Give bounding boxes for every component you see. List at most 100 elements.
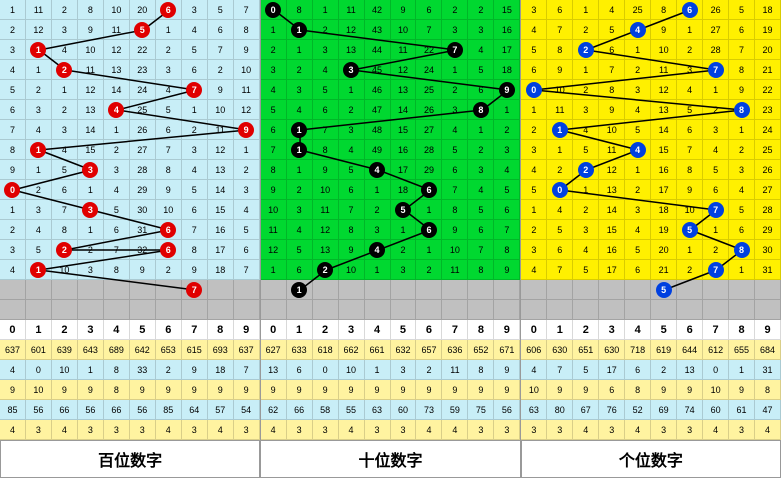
cell: 4 xyxy=(339,140,365,160)
stat-row: 9999999999 xyxy=(261,380,521,400)
cell: 46 xyxy=(365,80,391,100)
cell: 3 xyxy=(729,160,755,180)
cell: 2 xyxy=(78,240,104,260)
stat-cell: 9 xyxy=(494,360,520,380)
cell: 12 xyxy=(391,60,417,80)
panel-ones: 3614258626518472549127619582611022872069… xyxy=(521,0,781,440)
cell: 7 xyxy=(261,140,287,160)
header-row: 0123456789 xyxy=(521,320,781,340)
cell: 1 xyxy=(0,200,26,220)
cell: 4 xyxy=(442,120,468,140)
cell xyxy=(729,300,755,320)
cell: 3 xyxy=(521,240,547,260)
stat-cell: 3 xyxy=(677,420,703,440)
ball: 6 xyxy=(421,222,437,238)
cell: 7 xyxy=(442,40,468,60)
cell: 6 xyxy=(156,120,182,140)
cell: 6 xyxy=(442,160,468,180)
cell: 6 xyxy=(156,240,182,260)
stat-row: 637601639643689642653615693637 xyxy=(0,340,260,360)
cell: 7 xyxy=(547,20,573,40)
cell xyxy=(521,300,547,320)
cell: 2 xyxy=(521,120,547,140)
cell: 10 xyxy=(313,180,339,200)
cell xyxy=(468,280,494,300)
stat-cell: 9 xyxy=(234,380,260,400)
stat-row: 627633618662661632657636652671 xyxy=(261,340,521,360)
cell: 1 xyxy=(287,120,313,140)
cell: 3 xyxy=(78,200,104,220)
cell: 28 xyxy=(703,40,729,60)
ball: 2 xyxy=(56,62,72,78)
cell: 11 xyxy=(391,40,417,60)
cell: 14 xyxy=(651,120,677,140)
header-cell: 9 xyxy=(494,320,520,340)
cell xyxy=(729,280,755,300)
cell: 3 xyxy=(234,180,260,200)
cell: 10 xyxy=(677,200,703,220)
cell: 26 xyxy=(703,0,729,20)
stat-cell: 9 xyxy=(442,380,468,400)
stat-cell: 56 xyxy=(26,400,52,420)
cell xyxy=(442,280,468,300)
cell: 1 xyxy=(26,260,52,280)
cell: 1 xyxy=(339,80,365,100)
cell: 5 xyxy=(625,120,651,140)
header-cell: 6 xyxy=(677,320,703,340)
cell: 11 xyxy=(442,260,468,280)
header-cell: 7 xyxy=(182,320,208,340)
cell: 6 xyxy=(625,260,651,280)
cell: 3 xyxy=(391,260,417,280)
cell xyxy=(365,280,391,300)
cell: 4 xyxy=(313,60,339,80)
cell: 27 xyxy=(130,140,156,160)
cell: 8 xyxy=(677,160,703,180)
header-cell: 3 xyxy=(339,320,365,340)
cell: 1 xyxy=(78,180,104,200)
cell: 7 xyxy=(0,120,26,140)
cell: 5 xyxy=(0,80,26,100)
cell xyxy=(313,300,339,320)
cell: 15 xyxy=(208,200,234,220)
cell: 16 xyxy=(391,140,417,160)
cell: 4 xyxy=(521,20,547,40)
cell xyxy=(182,300,208,320)
cell: 7 xyxy=(494,220,520,240)
cell: 2 xyxy=(104,140,130,160)
stat-cell: 52 xyxy=(625,400,651,420)
cell: 17 xyxy=(599,260,625,280)
cell: 5 xyxy=(208,0,234,20)
cell: 7 xyxy=(104,240,130,260)
cell: 4 xyxy=(104,100,130,120)
cell: 1 xyxy=(287,20,313,40)
stat-cell: 627 xyxy=(261,340,287,360)
stat-cell: 3 xyxy=(521,420,547,440)
cell: 6 xyxy=(287,260,313,280)
cell: 2 xyxy=(625,180,651,200)
cell: 20 xyxy=(755,40,781,60)
cell: 7 xyxy=(729,40,755,60)
stat-cell: 60 xyxy=(703,400,729,420)
ball: 5 xyxy=(656,282,672,298)
cell xyxy=(677,280,703,300)
stat-row: 63806776526974606147 xyxy=(521,400,781,420)
stat-cell: 4 xyxy=(0,360,26,380)
cell: 4 xyxy=(468,40,494,60)
cell: 8 xyxy=(547,40,573,60)
cell: 5 xyxy=(677,220,703,240)
cell: 8 xyxy=(78,0,104,20)
cell: 16 xyxy=(494,20,520,40)
stat-cell: 4 xyxy=(625,420,651,440)
cell: 7 xyxy=(416,20,442,40)
cell: 13 xyxy=(78,100,104,120)
stat-cell: 3 xyxy=(104,420,130,440)
cell: 22 xyxy=(755,80,781,100)
header-cell: 7 xyxy=(703,320,729,340)
cell: 1 xyxy=(182,100,208,120)
cell xyxy=(104,300,130,320)
header-cell: 7 xyxy=(442,320,468,340)
ball: 7 xyxy=(708,62,724,78)
stat-cell: 17 xyxy=(599,360,625,380)
cell: 14 xyxy=(104,80,130,100)
cell: 8 xyxy=(0,140,26,160)
